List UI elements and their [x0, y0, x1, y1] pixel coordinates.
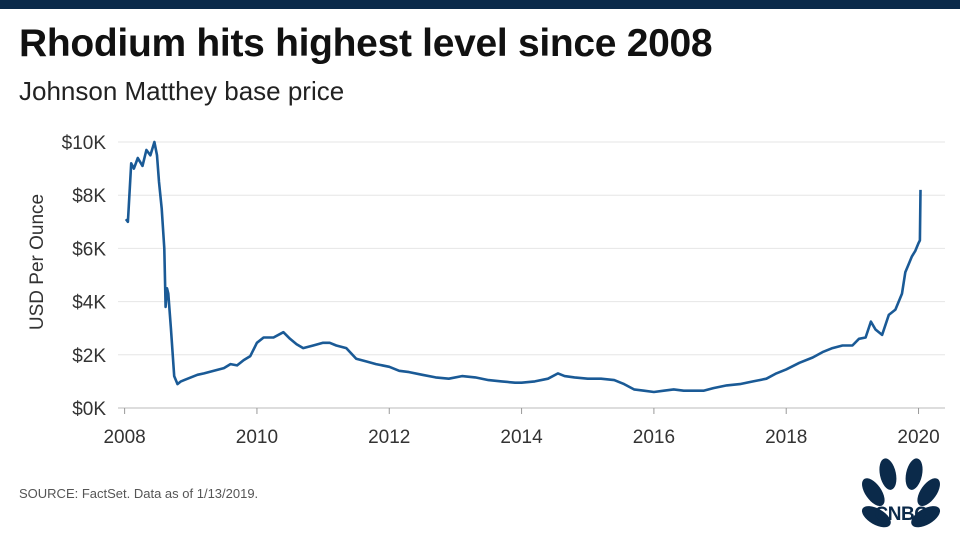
x-tick-label: 2016 [633, 427, 675, 448]
peacock-logo-icon [861, 458, 941, 528]
y-tick-label: $10K [62, 133, 107, 154]
top-bar [0, 0, 960, 9]
series-line [124, 140, 922, 394]
source-note: SOURCE: FactSet. Data as of 1/13/2019. [19, 486, 259, 501]
cnbc-logo-text: CNBC [874, 504, 928, 525]
grid-lines [118, 141, 945, 409]
y-tick-label: $2K [72, 346, 106, 367]
x-tick-label: 2012 [368, 427, 410, 448]
y-tick-label: $8K [72, 186, 106, 207]
chart-subtitle: Johnson Matthey base price [19, 76, 345, 106]
x-tick-label: 2020 [897, 427, 939, 448]
chart-title: Rhodium hits highest level since 2008 [19, 22, 713, 65]
y-tick-label: $4K [72, 293, 106, 314]
x-tick-label: 2014 [500, 427, 543, 448]
x-tick-labels: 2008 2010 2012 2014 2016 2018 2020 [103, 408, 940, 448]
y-tick-label: $6K [72, 239, 106, 260]
x-tick-label: 2018 [765, 427, 807, 448]
y-tick-label: $0K [72, 399, 106, 420]
series-layer [124, 140, 922, 394]
x-tick-label: 2008 [103, 427, 145, 448]
x-tick-label: 2010 [236, 427, 278, 448]
y-tick-labels: $0K $2K $4K $6K $8K $10K [62, 133, 107, 420]
